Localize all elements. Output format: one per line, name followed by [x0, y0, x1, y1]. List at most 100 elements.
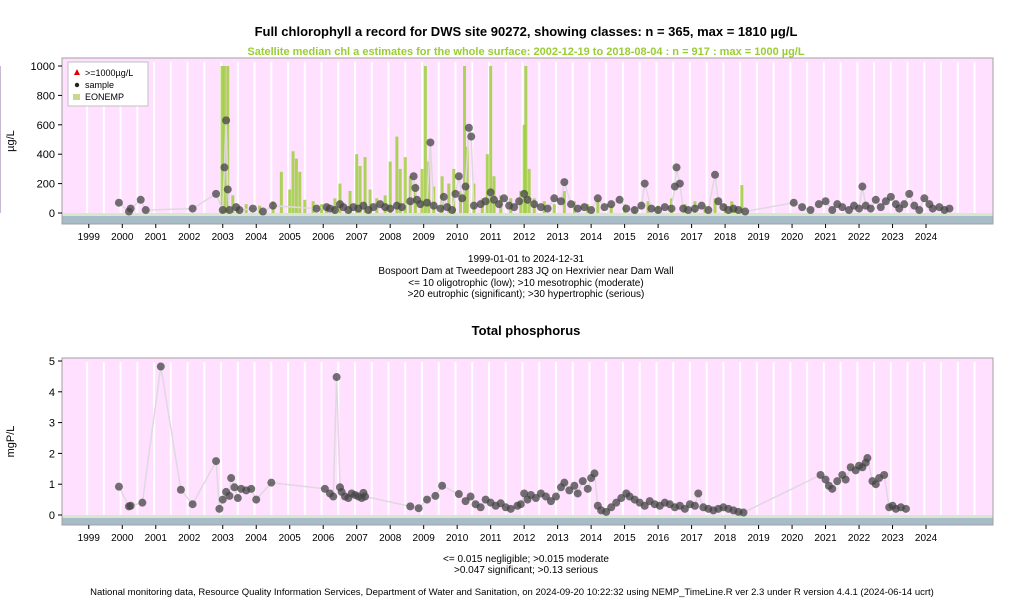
- sample-point: [828, 484, 837, 493]
- chl-caption-site: Bospoort Dam at Tweedepoort 283 JQ on He…: [378, 266, 674, 277]
- satellite-bar: [348, 190, 352, 213]
- satellite-bar: [524, 66, 528, 213]
- satellite-bar: [489, 66, 493, 213]
- satellite-bar: [303, 199, 307, 213]
- sample-point: [500, 194, 509, 203]
- legend-label: EONEMP: [85, 92, 124, 102]
- y-tick-label: 0: [49, 510, 55, 522]
- sample-point: [583, 484, 592, 493]
- y-tick-label: 1: [49, 479, 55, 491]
- class-band: [62, 216, 993, 224]
- x-tick-label: 1999: [78, 533, 101, 544]
- sample-point: [675, 179, 684, 188]
- satellite-bar: [368, 189, 372, 213]
- x-tick-label: 2012: [513, 232, 536, 243]
- satellite-bar: [388, 161, 392, 213]
- x-tick-label: 2021: [814, 232, 837, 243]
- sample-point: [416, 200, 425, 209]
- sample-point: [141, 206, 150, 215]
- sample-point: [551, 492, 560, 501]
- sample-point: [838, 203, 847, 212]
- sample-point: [900, 200, 909, 209]
- satellite-bar: [403, 157, 407, 213]
- sample-point: [426, 138, 435, 147]
- y-axis-label: mgP/L: [5, 426, 17, 458]
- satellite-bar: [740, 185, 744, 213]
- sample-point: [593, 194, 602, 203]
- sample-point: [332, 373, 341, 382]
- sample-point: [560, 478, 569, 487]
- legend: >=1000µg/L sample EONEMP: [67, 61, 149, 107]
- x-tick-label: 2002: [178, 533, 201, 544]
- x-tick-label: 2012: [513, 533, 536, 544]
- y-tick-label: 3: [49, 418, 55, 430]
- sample-point: [828, 206, 837, 215]
- sample-point: [215, 504, 224, 513]
- x-tick-label: 2005: [279, 533, 302, 544]
- x-tick-label: 2006: [312, 232, 335, 243]
- sample-point: [176, 485, 185, 494]
- sample-point: [622, 204, 631, 213]
- x-tick-label: 2011: [480, 232, 502, 243]
- x-tick-label: 2018: [714, 533, 737, 544]
- sample-point: [858, 182, 867, 191]
- sample-point: [451, 189, 460, 198]
- plot-frame: [61, 357, 994, 526]
- satellite-bar: [358, 165, 362, 213]
- satellite-bar: [609, 205, 613, 213]
- sample-point: [876, 203, 885, 212]
- sample-point: [694, 489, 703, 498]
- sample-point: [684, 206, 693, 215]
- footer-credit: National monitoring data, Resource Quali…: [90, 587, 934, 598]
- x-tick-label: 2007: [346, 232, 369, 243]
- sample-point: [531, 494, 540, 503]
- satellite-bar: [713, 198, 717, 213]
- satellite-bar: [527, 168, 531, 213]
- sample-point: [248, 204, 257, 213]
- sample-point: [915, 206, 924, 215]
- sample-point: [573, 204, 582, 213]
- sample-point: [607, 200, 616, 209]
- class-band: [62, 518, 993, 525]
- sample-point: [464, 123, 473, 132]
- y-tick-label: 4: [49, 387, 55, 399]
- sample-point: [806, 206, 815, 215]
- sample-point: [330, 206, 339, 215]
- sample-point: [841, 475, 850, 484]
- tp-caption-classes-2: >0.047 significant; >0.13 serious: [454, 565, 598, 576]
- x-tick-label: 2013: [547, 533, 570, 544]
- satellite-bar: [294, 158, 298, 213]
- tp-chart: 0 1 2 3 4 5 mgP/L 1999 2000 2001 2002 2003 2004 2005 2…: [5, 356, 994, 544]
- sample-point: [414, 504, 423, 513]
- sample-point: [481, 197, 490, 206]
- x-tick-label: 2009: [413, 533, 436, 544]
- satellite-bar: [552, 204, 556, 213]
- sample-point: [617, 494, 626, 503]
- sample-point: [515, 197, 524, 206]
- satellite-bar: [423, 66, 427, 213]
- x-tick-label: 2022: [848, 232, 871, 243]
- satellite-bar: [463, 66, 467, 213]
- sample-point: [660, 203, 669, 212]
- sample-point: [680, 504, 689, 513]
- sample-point: [607, 503, 616, 512]
- x-tick-label: 2003: [212, 232, 235, 243]
- sample-point: [520, 489, 529, 498]
- sample-point: [126, 501, 135, 510]
- sample-point: [223, 185, 232, 194]
- satellite-bar: [226, 66, 230, 213]
- satellite-bar: [291, 151, 295, 213]
- sample-point: [630, 206, 639, 215]
- sample-point: [612, 498, 621, 507]
- sample-point: [476, 503, 485, 512]
- sample-point: [570, 481, 579, 490]
- sample-point: [734, 206, 743, 215]
- x-tick-label: 2024: [915, 533, 938, 544]
- sample-point: [546, 497, 555, 506]
- legend-square-icon: [73, 94, 80, 100]
- sample-point: [905, 189, 914, 198]
- satellite-bar: [279, 171, 283, 213]
- satellite-bar: [222, 66, 226, 213]
- sample-point: [188, 204, 197, 213]
